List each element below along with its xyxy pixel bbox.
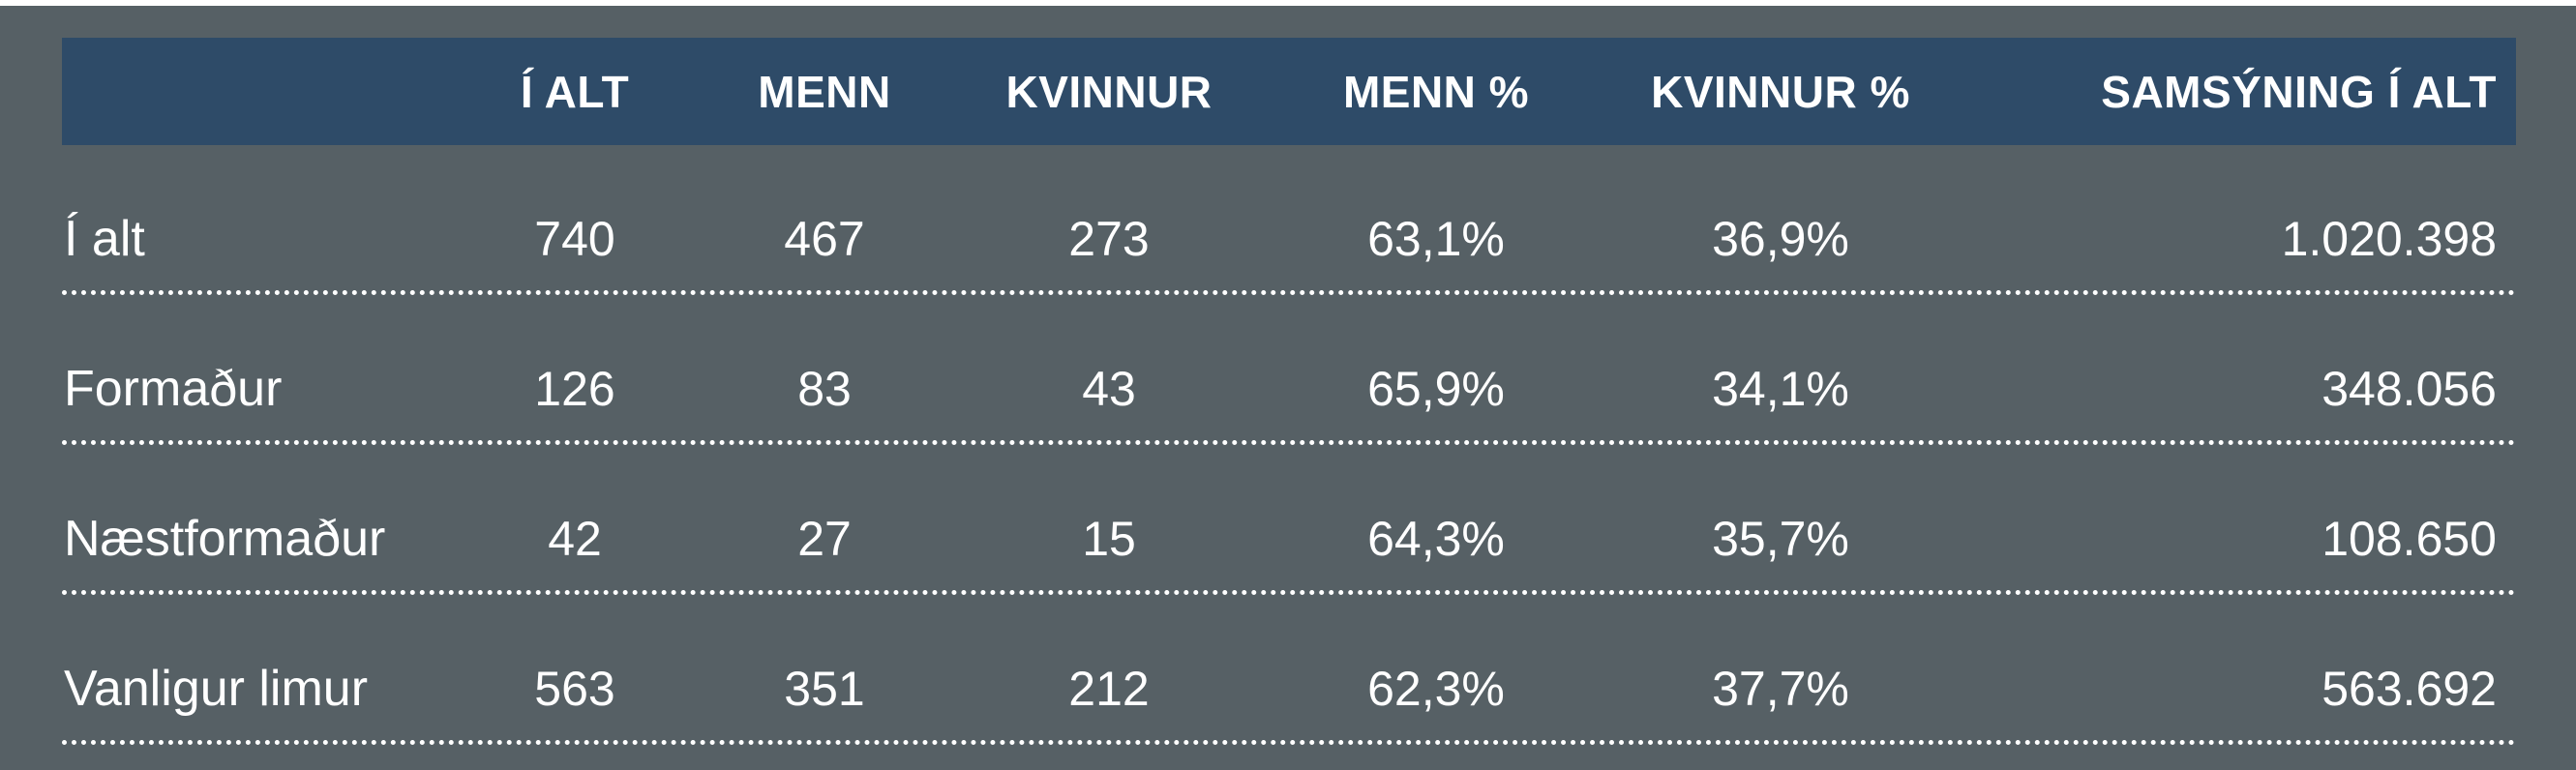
table-row-i-alt: Í alt 740 467 273 63,1% 36,9% 1.020.398	[62, 145, 2516, 295]
cell-kvinnur-pct: 36,9%	[1712, 212, 1849, 266]
cell-menn-pct: 64,3%	[1367, 512, 1505, 566]
header-cell-menn: MENN	[758, 66, 891, 117]
cell-kvinnur: 15	[1082, 512, 1136, 566]
cell-kvinnur: 273	[1068, 212, 1150, 266]
cell-menn: 351	[784, 662, 865, 716]
cell-i-alt: 42	[548, 512, 602, 566]
cell-menn: 27	[797, 512, 852, 566]
cell-i-alt: 740	[534, 212, 615, 266]
cell-samsyning-i-alt: 563.692	[2321, 662, 2497, 716]
top-white-strip	[0, 0, 2576, 6]
cell-kvinnur: 43	[1082, 362, 1136, 416]
cell-menn: 467	[784, 212, 865, 266]
table-row-vanligur-limur: Vanligur limur 563 351 212 62,3% 37,7% 5…	[62, 595, 2516, 745]
cell-kvinnur: 212	[1068, 662, 1150, 716]
table-header-row: Í ALT MENN KVINNUR MENN % KVINNUR % SAMS…	[62, 38, 2516, 145]
cell-kvinnur-pct: 35,7%	[1712, 512, 1849, 566]
cell-menn-pct: 62,3%	[1367, 662, 1505, 716]
cell-kvinnur-pct: 37,7%	[1712, 662, 1849, 716]
table-row-formadur: Formaður 126 83 43 65,9% 34,1% 348.056	[62, 295, 2516, 445]
header-cell-kvinnur-pct: KVINNUR %	[1651, 66, 1910, 117]
cell-i-alt: 563	[534, 662, 615, 716]
cell-samsyning-i-alt: 348.056	[2321, 362, 2497, 416]
data-table: Í ALT MENN KVINNUR MENN % KVINNUR % SAMS…	[62, 38, 2516, 745]
header-cell-kvinnur: KVINNUR	[1005, 66, 1213, 117]
cell-samsyning-i-alt: 1.020.398	[2281, 212, 2497, 266]
row-label: Í alt	[64, 211, 145, 267]
row-label: Formaður	[64, 361, 283, 417]
cell-menn-pct: 63,1%	[1367, 212, 1505, 266]
table-row-naestformadur: Næstformaður 42 27 15 64,3% 35,7% 108.65…	[62, 445, 2516, 595]
cell-menn-pct: 65,9%	[1367, 362, 1505, 416]
header-cell-menn-pct: MENN %	[1342, 66, 1530, 117]
cell-i-alt: 126	[534, 362, 615, 416]
header-cell-samsyning-i-alt: SAMSÝNING Í ALT	[2101, 66, 2497, 117]
cell-samsyning-i-alt: 108.650	[2321, 512, 2497, 566]
cell-menn: 83	[797, 362, 852, 416]
header-cell-i-alt: Í ALT	[520, 66, 630, 117]
cell-kvinnur-pct: 34,1%	[1712, 362, 1849, 416]
row-label: Vanligur limur	[64, 661, 369, 717]
row-label: Næstformaður	[64, 511, 386, 567]
